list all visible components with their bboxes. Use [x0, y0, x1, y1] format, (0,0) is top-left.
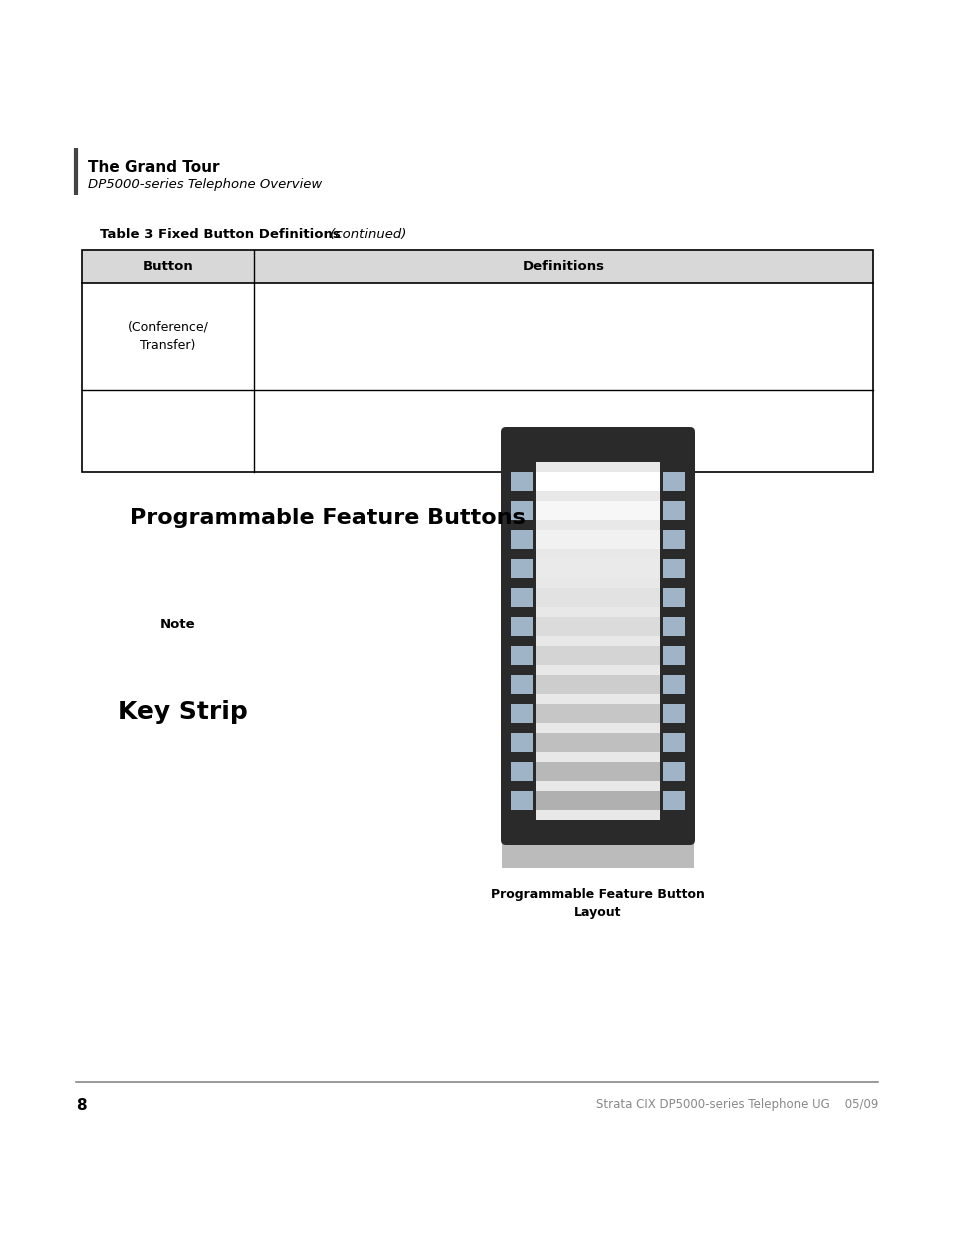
FancyBboxPatch shape: [500, 427, 695, 845]
Bar: [662, 530, 684, 550]
Bar: [536, 559, 659, 578]
Bar: [536, 462, 659, 820]
Bar: [662, 646, 684, 664]
Bar: [662, 704, 684, 722]
Text: The Grand Tour: The Grand Tour: [88, 161, 219, 175]
Bar: [536, 646, 659, 664]
Text: 8: 8: [76, 1098, 87, 1113]
Bar: [536, 676, 659, 694]
Bar: [662, 734, 684, 752]
Text: Button: Button: [143, 261, 193, 273]
Bar: [511, 676, 533, 694]
Text: Note: Note: [160, 618, 195, 631]
Text: Programmable Feature Buttons: Programmable Feature Buttons: [130, 508, 525, 529]
Bar: [511, 646, 533, 664]
Text: Layout: Layout: [574, 906, 621, 919]
Bar: [662, 676, 684, 694]
Text: Table 3: Table 3: [100, 228, 153, 241]
Bar: [511, 501, 533, 520]
Bar: [511, 734, 533, 752]
Bar: [82, 249, 872, 472]
Bar: [511, 472, 533, 492]
Bar: [536, 704, 659, 722]
Bar: [501, 840, 693, 868]
Bar: [511, 618, 533, 636]
Text: Strata CIX DP5000-series Telephone UG    05/09: Strata CIX DP5000-series Telephone UG 05…: [595, 1098, 877, 1112]
Bar: [82, 249, 872, 283]
Bar: [536, 618, 659, 636]
Bar: [511, 790, 533, 810]
Text: Programmable Feature Button: Programmable Feature Button: [491, 888, 704, 902]
Bar: [662, 588, 684, 606]
Bar: [536, 734, 659, 752]
Bar: [662, 618, 684, 636]
Text: Definitions: Definitions: [522, 261, 604, 273]
Bar: [662, 501, 684, 520]
Text: (Conference/
Transfer): (Conference/ Transfer): [128, 321, 208, 352]
Bar: [511, 588, 533, 606]
Bar: [511, 762, 533, 781]
Text: (continued): (continued): [326, 228, 406, 241]
Bar: [536, 530, 659, 550]
Text: DP5000-series Telephone Overview: DP5000-series Telephone Overview: [88, 178, 322, 191]
Text: Key Strip: Key Strip: [118, 700, 248, 724]
Bar: [536, 790, 659, 810]
Bar: [662, 790, 684, 810]
Bar: [511, 559, 533, 578]
Bar: [511, 704, 533, 722]
Text: Fixed Button Definitions: Fixed Button Definitions: [158, 228, 340, 241]
Bar: [662, 559, 684, 578]
Bar: [511, 530, 533, 550]
Bar: [662, 472, 684, 492]
Bar: [536, 588, 659, 606]
Bar: [536, 501, 659, 520]
Bar: [662, 762, 684, 781]
Bar: [536, 762, 659, 781]
Bar: [536, 472, 659, 492]
